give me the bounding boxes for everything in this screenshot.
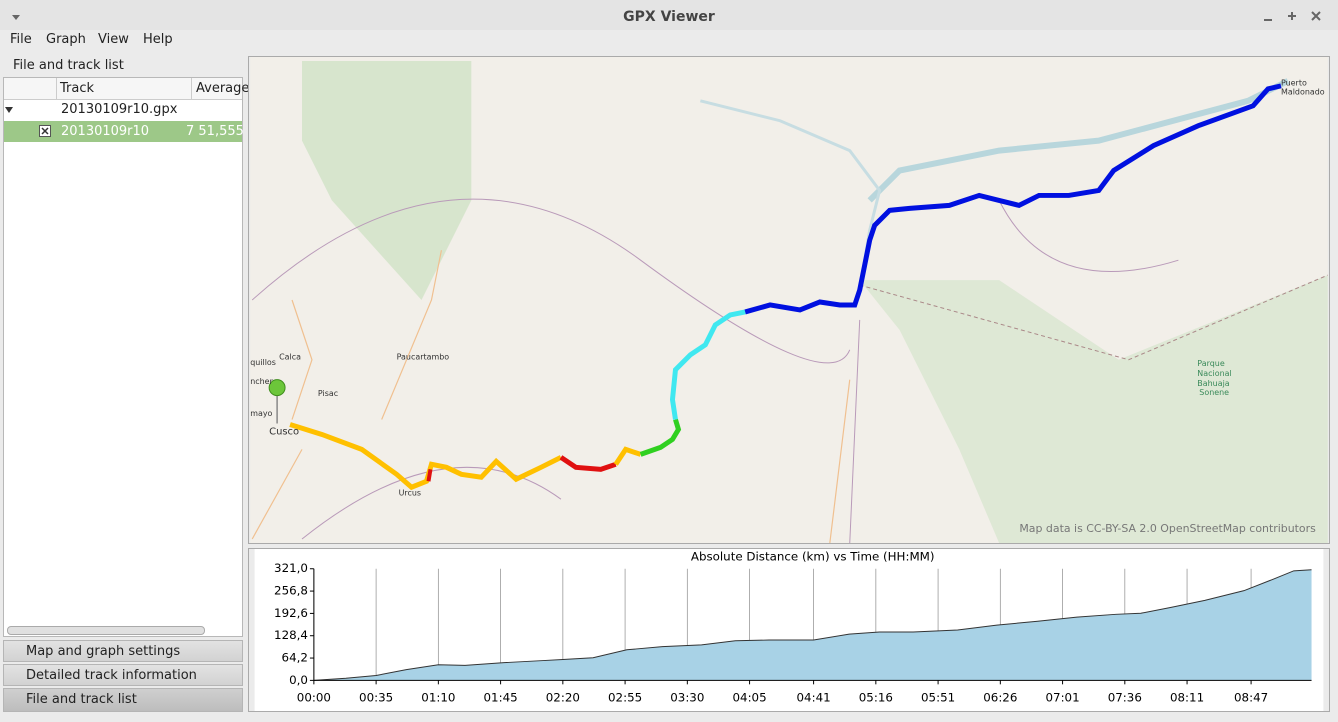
column-header[interactable]: Average xyxy=(196,81,250,96)
menu-item[interactable]: Help xyxy=(143,32,173,47)
y-tick-label: 192,6 xyxy=(274,606,308,620)
y-tick-label: 64,2 xyxy=(282,651,308,665)
track-row[interactable]: 20130109r10 7 51,555 xyxy=(4,121,244,142)
area xyxy=(313,569,1312,681)
x-tick-label: 06:26 xyxy=(983,691,1017,705)
road xyxy=(251,250,851,543)
route-segment xyxy=(639,418,682,457)
maximize[interactable] xyxy=(1288,12,1296,20)
close[interactable] xyxy=(1311,11,1321,21)
x-tick-label: 04:41 xyxy=(797,691,831,705)
river xyxy=(867,78,1290,203)
border xyxy=(859,274,1328,361)
line xyxy=(313,569,1312,681)
map-label: Cusco xyxy=(269,426,299,437)
y-tick-label: 256,8 xyxy=(274,584,308,598)
y-tick-label: 128,4 xyxy=(274,628,308,642)
x-tick-label: 05:51 xyxy=(921,691,955,705)
x-tick-label: 08:47 xyxy=(1234,691,1268,705)
map-label: Pisac xyxy=(318,389,338,398)
column-header[interactable]: Track xyxy=(60,81,95,96)
window-title: GPX Viewer xyxy=(623,9,715,25)
route-segment xyxy=(289,422,563,491)
park-area xyxy=(302,60,472,300)
panel-label: File and track list xyxy=(26,692,137,707)
scrollbar[interactable] xyxy=(7,626,205,635)
title-bar: GPX Viewer xyxy=(0,0,1338,30)
x-tick-label: 04:05 xyxy=(733,691,767,705)
map-label: Calca xyxy=(279,352,301,361)
route-segment xyxy=(744,83,1282,315)
panel-title: File and track list xyxy=(13,58,124,73)
route-segment xyxy=(426,468,433,482)
route-segment xyxy=(613,446,642,466)
border xyxy=(251,198,1179,543)
chart-title: Absolute Distance (km) vs Time (HH:MM) xyxy=(691,549,935,563)
checkbox[interactable] xyxy=(39,125,51,137)
y-tick-label: 0,0 xyxy=(289,673,308,687)
window-menu[interactable] xyxy=(12,15,20,20)
window-controls xyxy=(12,11,1321,21)
panel-button[interactable]: File and track list xyxy=(3,688,243,712)
chart: Absolute Distance (km) vs Time (HH:MM) 0… xyxy=(248,548,1330,712)
track-name: 20130109r10 xyxy=(61,124,150,139)
track-table: Track Average 20130109r10.gpx 20130109r1… xyxy=(3,77,249,637)
panel-label: Detailed track information xyxy=(26,668,197,683)
map-label: quillos xyxy=(250,358,276,367)
y-tick-label: 321,0 xyxy=(274,561,308,575)
x-tick-label: 02:20 xyxy=(546,691,580,705)
panel-button[interactable]: Detailed track information xyxy=(3,664,243,686)
map-label: Maldonado xyxy=(1281,87,1325,96)
route-segment xyxy=(669,309,746,420)
map-label: Nacional xyxy=(1197,369,1231,378)
park-area xyxy=(859,275,1328,543)
attribution: Map data is CC-BY-SA 2.0 OpenStreetMap c… xyxy=(1019,522,1316,535)
table-header: Track Average xyxy=(4,78,249,100)
x-tick-label: 08:11 xyxy=(1170,691,1204,705)
x-tick-label: 03:30 xyxy=(670,691,704,705)
x-tick-label: 01:45 xyxy=(484,691,518,705)
x-tick-label: 07:36 xyxy=(1108,691,1142,705)
menu-item[interactable]: View xyxy=(98,32,129,47)
file-row[interactable]: 20130109r10.gpx xyxy=(61,102,178,117)
x-tick-label: 01:10 xyxy=(421,691,455,705)
x-tick-label: 07:01 xyxy=(1046,691,1080,705)
x-tick-label: 05:16 xyxy=(859,691,893,705)
map-label: Paucartambo xyxy=(397,352,450,361)
panel-label: Map and graph settings xyxy=(26,644,181,659)
map-label: Puerto xyxy=(1281,78,1307,87)
x-tick-label: 00:35 xyxy=(359,691,393,705)
map-label: Bahuaja xyxy=(1197,379,1229,388)
panel-button[interactable]: Map and graph settings xyxy=(3,640,243,662)
route-segment xyxy=(559,455,617,472)
expander[interactable] xyxy=(4,105,16,115)
x-tick-label: 02:55 xyxy=(608,691,642,705)
map-label: Urcus xyxy=(399,489,421,498)
map-label: mayo xyxy=(250,409,272,418)
map-label: Sonene xyxy=(1199,388,1229,397)
map-label: ncher xyxy=(250,377,273,386)
menu-item[interactable]: File xyxy=(10,32,32,47)
x-tick-label: 00:00 xyxy=(297,691,331,705)
track-average: 7 51,555 xyxy=(186,124,244,139)
menu-item[interactable]: Graph xyxy=(46,32,86,47)
start-pin[interactable] xyxy=(268,379,286,397)
map-label: Parque xyxy=(1197,359,1225,368)
